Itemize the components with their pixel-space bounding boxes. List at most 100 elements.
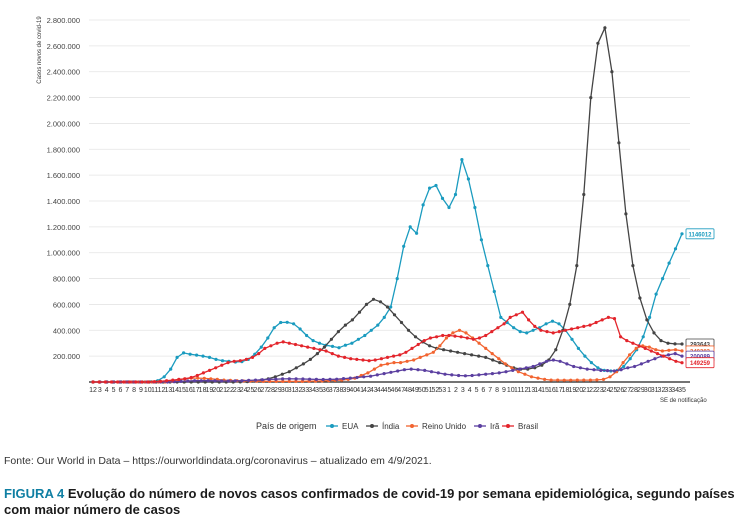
x-tick-label: 18: [562, 387, 570, 394]
data-point: [576, 346, 581, 350]
x-tick-label: 48: [404, 387, 412, 394]
x-tick-label: 36: [322, 387, 330, 394]
y-tick-label: 1.200.000: [47, 223, 80, 232]
x-tick-label: 25: [610, 387, 618, 394]
data-point: [662, 354, 666, 358]
data-point: [463, 352, 467, 356]
data-point: [220, 379, 224, 383]
data-point: [490, 372, 494, 376]
data-point: [442, 348, 446, 352]
data-point: [405, 359, 409, 363]
data-point: [428, 336, 432, 340]
data-point: [673, 352, 677, 356]
figure-caption: FIGURA 4 Evolução do número de novos cas…: [4, 486, 749, 518]
data-point: [608, 375, 612, 379]
data-point: [606, 315, 611, 319]
x-tick-label: 8: [132, 387, 136, 394]
data-point: [169, 367, 173, 371]
data-point: [624, 212, 628, 216]
data-point: [122, 380, 126, 384]
data-point: [538, 362, 542, 366]
x-tick-label: 13: [527, 387, 535, 394]
data-point: [146, 380, 150, 384]
data-point: [179, 379, 183, 383]
y-tick-label: 200.000: [53, 352, 80, 361]
data-point: [398, 353, 402, 357]
data-point: [402, 368, 406, 372]
data-point: [514, 313, 518, 317]
x-tick-label: 24: [240, 387, 248, 394]
x-tick-label: 11: [151, 387, 158, 394]
x-tick-label: 41: [356, 387, 364, 394]
data-point: [337, 346, 341, 350]
data-point: [361, 358, 365, 362]
data-point: [399, 361, 403, 365]
series-line: [93, 25, 683, 383]
data-point: [202, 376, 206, 380]
data-point: [451, 331, 455, 335]
data-point: [524, 366, 528, 370]
data-point: [447, 205, 451, 210]
data-point: [195, 353, 199, 357]
data-point: [109, 380, 113, 384]
data-point: [473, 205, 477, 210]
data-point: [434, 183, 438, 188]
data-point: [412, 358, 416, 362]
legend-swatch-dot: [370, 424, 374, 428]
series-lines: [91, 25, 684, 384]
data-point: [551, 331, 555, 335]
x-tick-label: 21: [582, 387, 590, 394]
data-point: [575, 378, 579, 382]
legend-swatch-dot: [410, 424, 414, 428]
end-label-box: [685, 357, 715, 369]
data-point: [625, 339, 629, 343]
data-point: [128, 380, 132, 384]
data-point: [484, 333, 488, 338]
data-point: [449, 349, 453, 353]
data-point: [631, 341, 635, 345]
data-point: [477, 354, 481, 358]
data-point: [189, 375, 193, 380]
data-point: [364, 302, 369, 306]
data-point: [287, 341, 291, 345]
data-point: [292, 322, 296, 326]
x-tick-label: 25: [247, 387, 255, 394]
data-point: [410, 346, 414, 350]
data-point: [207, 355, 212, 359]
data-point: [226, 379, 230, 383]
data-point: [177, 377, 181, 381]
data-point: [311, 339, 315, 343]
data-point: [667, 348, 671, 352]
data-point: [140, 380, 144, 384]
data-point: [162, 375, 166, 379]
data-point: [551, 358, 556, 362]
data-point: [626, 366, 630, 370]
data-point: [238, 359, 242, 363]
y-tick-label: 1.000.000: [47, 249, 80, 258]
data-point: [103, 380, 107, 384]
data-point: [263, 346, 267, 350]
data-point: [206, 379, 210, 383]
data-point: [465, 336, 469, 340]
data-point: [499, 315, 503, 319]
data-point: [436, 371, 440, 375]
data-point: [622, 364, 626, 369]
data-point: [257, 352, 261, 356]
series-line: [93, 352, 683, 383]
data-point: [318, 348, 322, 352]
data-point: [569, 378, 573, 382]
data-point: [633, 364, 637, 369]
x-tick-label: 35: [315, 387, 323, 394]
data-point: [496, 326, 500, 330]
x-tick-label: 20: [575, 387, 583, 394]
data-point: [274, 377, 278, 381]
x-tick-label: 14: [534, 387, 542, 394]
data-point: [321, 377, 325, 382]
data-point: [647, 345, 651, 349]
x-tick-label: 47: [397, 387, 405, 394]
data-point: [661, 277, 665, 281]
x-tick-label: 14: [171, 387, 179, 394]
data-point: [328, 377, 332, 381]
data-point: [349, 357, 353, 361]
data-point: [596, 366, 600, 370]
